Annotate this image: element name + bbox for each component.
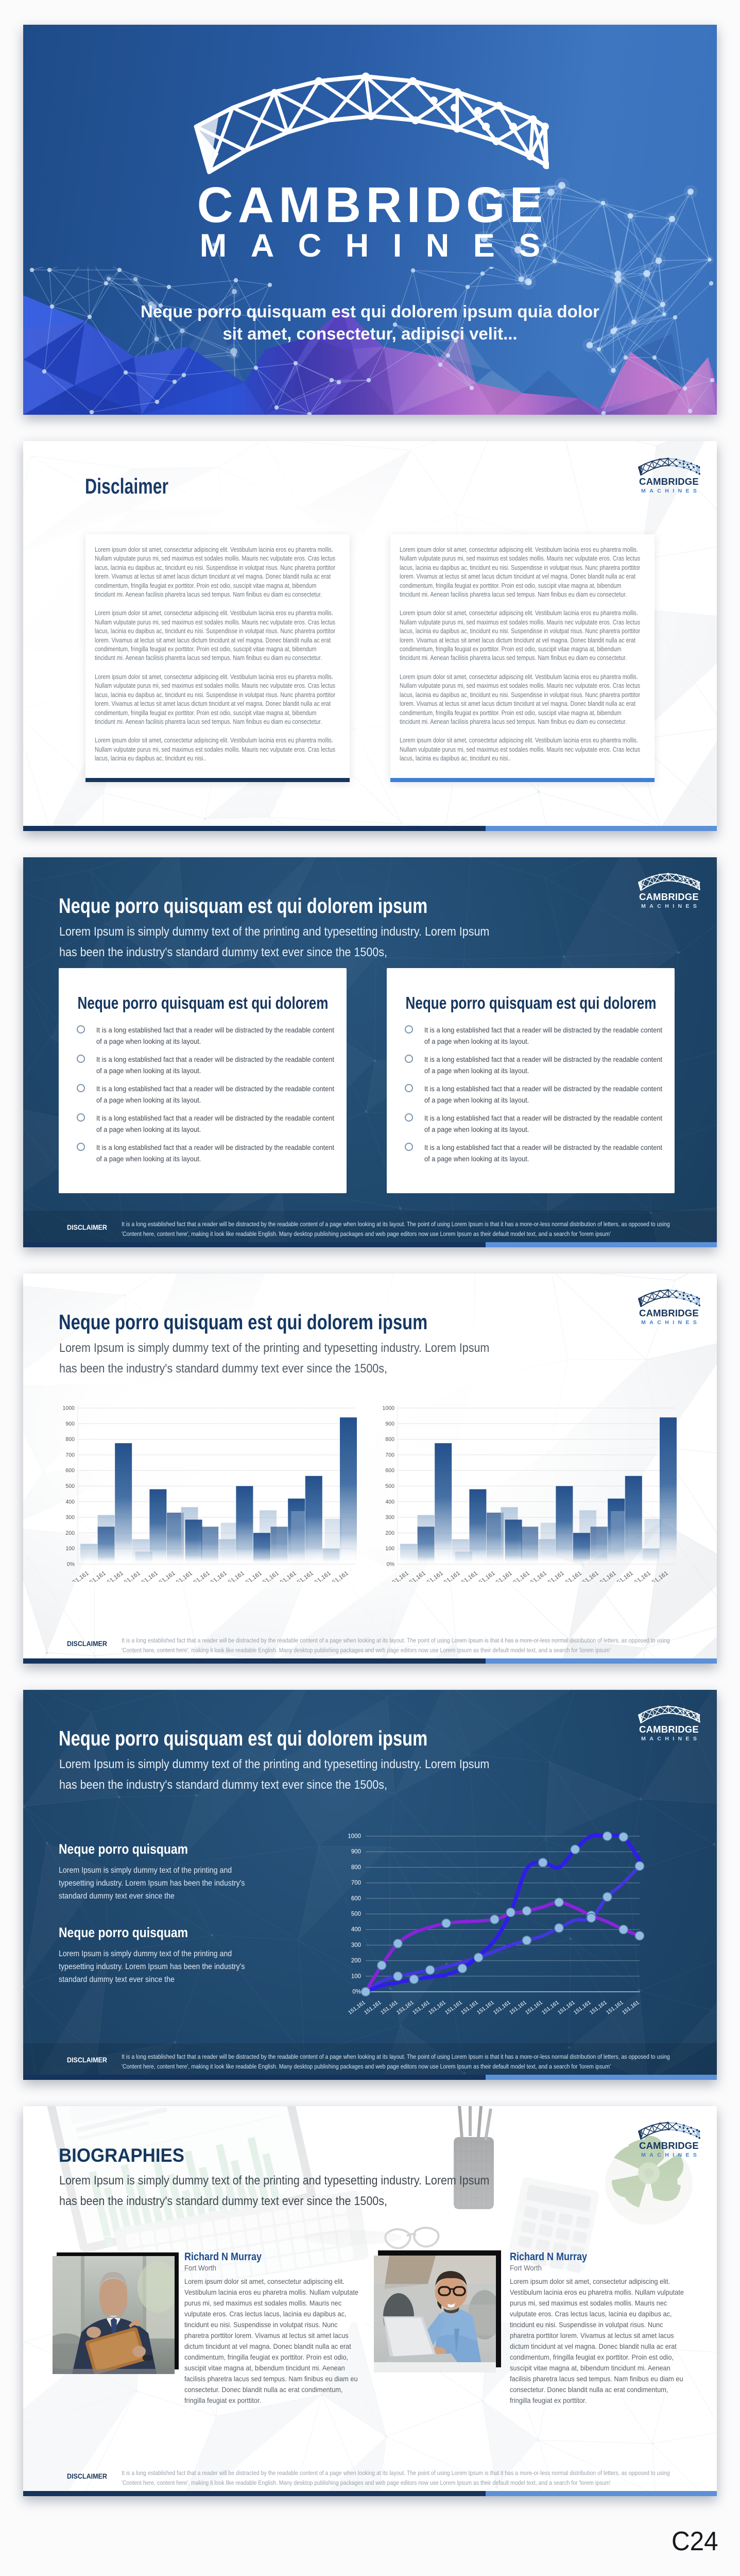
svg-text:300: 300 — [351, 1942, 361, 1948]
svg-text:0%: 0% — [387, 1561, 394, 1567]
svg-text:151,161: 151,161 — [242, 1570, 263, 1582]
svg-text:900: 900 — [65, 1420, 75, 1427]
svg-text:151,161: 151,161 — [173, 1570, 194, 1582]
svg-text:100: 100 — [65, 1546, 75, 1552]
svg-text:151,161: 151,161 — [492, 1570, 513, 1582]
svg-text:151,161: 151,161 — [544, 1570, 565, 1582]
svg-text:151,161: 151,161 — [492, 1999, 512, 2016]
svg-text:151,161: 151,161 — [156, 1570, 177, 1582]
svg-text:151,161: 151,161 — [363, 1999, 383, 2016]
svg-text:200: 200 — [385, 1530, 394, 1536]
svg-text:151,161: 151,161 — [329, 1570, 350, 1582]
svg-text:151,161: 151,161 — [589, 1999, 608, 2016]
svg-text:151,161: 151,161 — [475, 1570, 496, 1582]
svg-text:600: 600 — [65, 1467, 75, 1473]
svg-text:800: 800 — [351, 1865, 361, 1871]
svg-text:151,161: 151,161 — [458, 1570, 479, 1582]
svg-text:151,161: 151,161 — [395, 1999, 415, 2016]
svg-text:151,161: 151,161 — [579, 1570, 600, 1582]
svg-text:500: 500 — [385, 1483, 394, 1489]
svg-text:151,161: 151,161 — [277, 1570, 298, 1582]
svg-text:0%: 0% — [67, 1561, 75, 1567]
svg-text:100: 100 — [351, 1973, 361, 1979]
svg-text:500: 500 — [351, 1911, 361, 1918]
svg-text:151,161: 151,161 — [596, 1570, 617, 1582]
svg-text:151,161: 151,161 — [411, 1999, 431, 2016]
svg-text:500: 500 — [65, 1483, 75, 1489]
svg-text:200: 200 — [351, 1958, 361, 1964]
svg-text:151,161: 151,161 — [524, 1999, 544, 2016]
svg-text:151,161: 151,161 — [444, 1999, 463, 2016]
svg-text:151,161: 151,161 — [508, 1999, 528, 2016]
svg-text:151,161: 151,161 — [389, 1570, 410, 1582]
svg-text:151,161: 151,161 — [427, 1999, 447, 2016]
svg-text:151,161: 151,161 — [259, 1570, 280, 1582]
svg-text:900: 900 — [351, 1849, 361, 1855]
svg-text:151,161: 151,161 — [406, 1570, 427, 1582]
svg-text:151,161: 151,161 — [207, 1570, 228, 1582]
svg-text:151,161: 151,161 — [562, 1570, 583, 1582]
svg-text:200: 200 — [65, 1530, 75, 1536]
svg-text:400: 400 — [351, 1927, 361, 1933]
svg-text:151,161: 151,161 — [380, 1999, 399, 2016]
svg-text:800: 800 — [65, 1436, 75, 1443]
svg-text:1000: 1000 — [62, 1405, 75, 1411]
svg-text:151,161: 151,161 — [460, 1999, 479, 2016]
svg-text:400: 400 — [385, 1499, 394, 1505]
svg-text:151,161: 151,161 — [648, 1570, 669, 1582]
svg-text:151,161: 151,161 — [527, 1570, 548, 1582]
svg-text:1000: 1000 — [348, 1834, 361, 1840]
svg-text:151,161: 151,161 — [190, 1570, 211, 1582]
svg-text:151,161: 151,161 — [311, 1570, 332, 1582]
svg-text:300: 300 — [65, 1514, 75, 1520]
svg-text:151,161: 151,161 — [476, 1999, 495, 2016]
svg-text:800: 800 — [385, 1436, 394, 1443]
svg-text:151,161: 151,161 — [605, 1999, 625, 2016]
svg-text:151,161: 151,161 — [631, 1570, 652, 1582]
svg-text:151,161: 151,161 — [225, 1570, 246, 1582]
svg-text:151,161: 151,161 — [347, 1999, 367, 2016]
svg-text:151,161: 151,161 — [440, 1570, 461, 1582]
svg-text:0%: 0% — [352, 1989, 361, 1995]
svg-text:151,161: 151,161 — [573, 1999, 592, 2016]
svg-text:1000: 1000 — [382, 1405, 394, 1411]
svg-text:700: 700 — [351, 1880, 361, 1886]
svg-text:151,161: 151,161 — [121, 1570, 142, 1582]
svg-text:151,161: 151,161 — [541, 1999, 560, 2016]
svg-text:151,161: 151,161 — [510, 1570, 531, 1582]
svg-text:600: 600 — [351, 1895, 361, 1902]
svg-text:151,161: 151,161 — [69, 1570, 90, 1582]
svg-text:600: 600 — [385, 1467, 394, 1473]
svg-text:151,161: 151,161 — [86, 1570, 107, 1582]
svg-text:151,161: 151,161 — [423, 1570, 444, 1582]
svg-text:151,161: 151,161 — [138, 1570, 159, 1582]
svg-text:100: 100 — [385, 1546, 394, 1552]
svg-text:700: 700 — [385, 1452, 394, 1458]
svg-text:300: 300 — [385, 1514, 394, 1520]
svg-text:151,161: 151,161 — [557, 1999, 576, 2016]
svg-text:151,161: 151,161 — [621, 1999, 641, 2016]
svg-text:400: 400 — [65, 1499, 75, 1505]
svg-text:151,161: 151,161 — [104, 1570, 125, 1582]
svg-text:700: 700 — [65, 1452, 75, 1458]
svg-text:900: 900 — [385, 1420, 394, 1427]
svg-text:151,161: 151,161 — [613, 1570, 634, 1582]
svg-text:151,161: 151,161 — [294, 1570, 315, 1582]
